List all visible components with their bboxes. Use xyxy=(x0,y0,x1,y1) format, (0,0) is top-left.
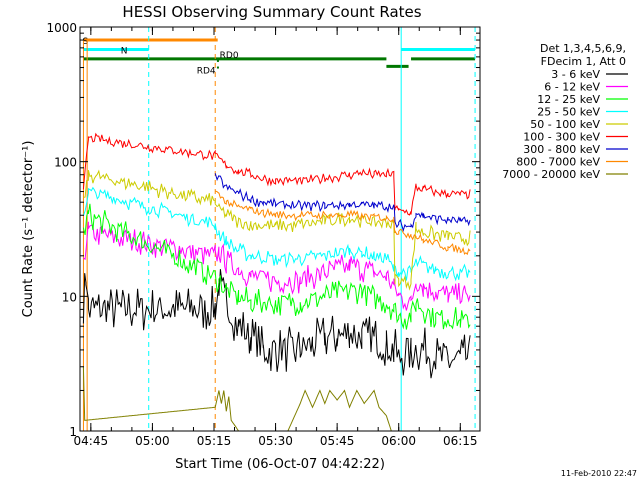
status-label-rd4: RD4 xyxy=(197,66,216,76)
plot-frame xyxy=(79,26,481,432)
series-line xyxy=(82,366,392,432)
plot-timestamp: 11-Feb-2010 22:47 xyxy=(561,469,637,478)
legend-entry-label: 6 - 12 keV xyxy=(544,81,600,94)
legend-entry-label: 100 - 300 keV xyxy=(523,131,600,144)
y-tick-label: 10 xyxy=(62,290,77,304)
status-label-n: N xyxy=(121,47,128,57)
y-axis-label: Count Rate (s⁻¹ detector⁻¹) xyxy=(21,141,36,318)
series-line xyxy=(215,190,471,256)
series-line xyxy=(83,169,471,291)
legend-entry-label: 3 - 6 keV xyxy=(551,68,600,81)
x-axis: 04:45 05:00 05:15 05:30 05:45 06:00 06:15 xyxy=(74,27,478,448)
y-tick-label: 1 xyxy=(69,425,77,439)
series-line xyxy=(82,203,471,330)
legend-entry-label: 25 - 50 keV xyxy=(537,106,600,119)
rd-marker xyxy=(216,66,219,69)
legend-header: Det 1,3,4,5,6,9, xyxy=(540,42,626,55)
y-tick-label: 1000 xyxy=(46,21,77,35)
legend-entry-label: 800 - 7000 keV xyxy=(516,156,600,169)
legend: Det 1,3,4,5,6,9,FDecim 1, Att 03 - 6 keV… xyxy=(502,42,628,181)
x-tick-label: 06:15 xyxy=(443,434,478,448)
x-tick-label: 05:30 xyxy=(258,434,293,448)
series-lines xyxy=(82,132,471,432)
series-line xyxy=(82,132,471,216)
status-label-rd0: RD0 xyxy=(220,51,239,61)
x-axis-label: Start Time (06-Oct-07 04:42:22) xyxy=(175,457,385,472)
legend-entry-label: 12 - 25 keV xyxy=(537,93,600,106)
legend-entry-label: 300 - 800 keV xyxy=(523,143,600,156)
x-tick-label: 05:15 xyxy=(197,434,232,448)
status-label-s: S xyxy=(82,37,88,47)
series-line xyxy=(214,173,471,233)
series-line xyxy=(83,221,471,311)
chart-title: HESSI Observing Summary Count Rates xyxy=(122,3,421,21)
x-tick-label: 05:45 xyxy=(320,434,355,448)
x-tick-label: 04:45 xyxy=(74,434,109,448)
y-axis: 1 10 100 1000 xyxy=(46,21,480,439)
series-line xyxy=(82,269,471,379)
rd-marker xyxy=(216,59,219,62)
status-bars: S N RD0 RD4 xyxy=(82,37,476,76)
y-tick-label: 100 xyxy=(54,156,77,170)
series-line xyxy=(82,186,471,282)
legend-header: FDecim 1, Att 0 xyxy=(541,55,626,68)
x-tick-label: 06:00 xyxy=(381,434,416,448)
x-tick-label: 05:00 xyxy=(135,434,170,448)
legend-entry-label: 50 - 100 keV xyxy=(530,118,600,131)
legend-entry-label: 7000 - 20000 keV xyxy=(502,168,600,181)
